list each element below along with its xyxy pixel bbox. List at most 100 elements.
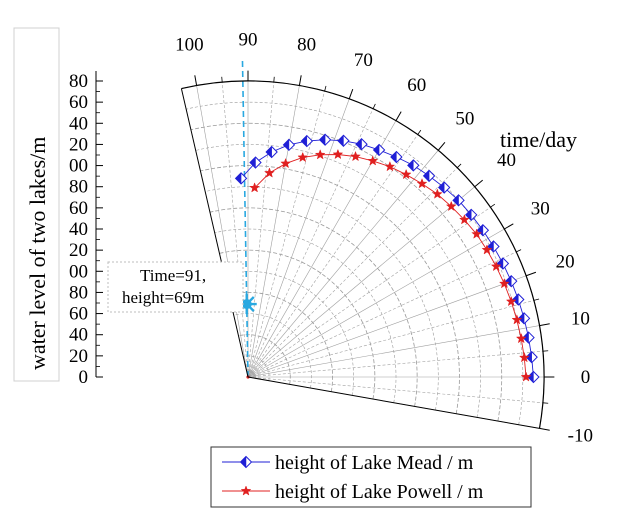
boundary-spoke (180, 88, 249, 378)
grid-spoke (247, 150, 439, 378)
radial-tick-label: 00 (69, 156, 88, 177)
grid-ring (195, 144, 481, 418)
powell-point (249, 182, 261, 193)
powell-point (471, 228, 483, 239)
radial-tick-label: 20 (69, 240, 88, 261)
angular-tick-label: 0 (581, 367, 591, 388)
angular-tick (194, 75, 198, 86)
powell-point (515, 332, 527, 344)
radial-tick-label: 0 (79, 367, 89, 388)
grid-spoke (247, 325, 540, 378)
powell-point (264, 167, 275, 178)
grid-ring (238, 334, 291, 385)
radial-tick-label: 40 (69, 219, 88, 240)
mead-point-fill (390, 150, 397, 164)
powell-point (505, 295, 517, 307)
powell-point (431, 188, 443, 199)
grid-spoke (247, 167, 458, 378)
powell-point (490, 260, 502, 272)
legend-marker-powell (240, 485, 252, 496)
angular-tick-label: 40 (497, 150, 516, 171)
grid-spoke (247, 251, 517, 378)
angular-tick (348, 88, 354, 100)
angular-tick (539, 323, 550, 327)
legend-label-mead: height of Lake Mead / m (275, 452, 474, 474)
mead-point-fill (235, 172, 242, 185)
angular-tick (525, 271, 537, 277)
legend-mead-symbol-fill (240, 455, 247, 469)
legend-powell-symbol (240, 485, 252, 496)
y-axis-title: water level of two lakes/m (25, 137, 50, 370)
powell-point (280, 157, 292, 169)
mead-point-fill (407, 159, 414, 172)
grid-ring (186, 101, 524, 425)
grid-spoke (247, 85, 300, 378)
powell-point (416, 178, 428, 189)
grid-spoke (247, 300, 534, 378)
angular-axis-title: time/day (500, 127, 577, 152)
grid-spoke (247, 350, 543, 378)
polar-grid (181, 80, 545, 429)
angular-tick-label: 100 (175, 35, 204, 56)
angular-tick-label: 70 (354, 50, 373, 71)
highlight-point (241, 299, 252, 310)
mead-point-fill (497, 257, 504, 270)
radial-tick-label: 80 (69, 177, 88, 198)
reference-line (241, 57, 249, 378)
mead-point-fill (452, 194, 459, 207)
powell-point (400, 168, 412, 180)
radial-tick-label: 40 (69, 325, 88, 346)
angular-minor-tick (533, 298, 540, 301)
angular-tick-label: 30 (531, 198, 550, 219)
grid-ring (205, 186, 439, 411)
grid-ring (214, 228, 397, 403)
grid-ring (209, 207, 418, 407)
radial-tick-label: 60 (69, 92, 88, 113)
angular-tick (437, 141, 446, 151)
radial-tick-label: 60 (69, 304, 88, 325)
grid-spoke (247, 228, 505, 378)
mead-point-fill (319, 133, 326, 146)
mead-point-fill (527, 370, 534, 384)
grid-spoke (247, 275, 527, 378)
grid-spoke (247, 98, 350, 378)
mead-point-fill (265, 145, 272, 159)
axis-layer: -100102030405060708090100020406080002040… (69, 30, 593, 447)
series-layer (234, 57, 540, 384)
angular-minor-tick (372, 103, 376, 109)
powell-point (332, 148, 344, 160)
angular-tick-label: 50 (455, 109, 474, 130)
annotation-box (107, 261, 244, 313)
angular-minor-tick (516, 249, 522, 253)
radial-tick-label: 00 (69, 261, 88, 282)
grid-ring (200, 165, 460, 414)
mead-point-fill (337, 134, 344, 147)
mead-point-fill (505, 275, 512, 288)
angular-tick-label: -10 (568, 426, 593, 447)
powell-point (314, 149, 326, 160)
angular-tick-label: 20 (556, 252, 575, 273)
angular-tick-label: 10 (571, 308, 590, 329)
grid-spoke (247, 108, 374, 378)
grid-ring (233, 313, 312, 389)
radial-tick-label: 60 (69, 198, 88, 219)
mead-point-fill (355, 138, 362, 151)
mead-point-fill (300, 134, 308, 148)
angular-minor-tick (490, 203, 496, 208)
powell-point (518, 351, 530, 363)
grid-spoke (196, 85, 249, 378)
angular-tick-label: 80 (297, 35, 316, 56)
powell-point (511, 314, 523, 325)
series-mead-line (240, 139, 534, 378)
mead-point-fill (373, 143, 380, 157)
grid-spoke (247, 91, 325, 378)
mead-point-fill (522, 331, 529, 344)
grid-spoke (247, 82, 275, 378)
mead-point-fill (423, 169, 430, 182)
powell-point (458, 214, 470, 225)
mead-point-fill (438, 181, 445, 194)
angular-tick (298, 75, 302, 86)
angular-minor-tick (417, 129, 422, 135)
radial-tick-label: 20 (69, 134, 88, 155)
